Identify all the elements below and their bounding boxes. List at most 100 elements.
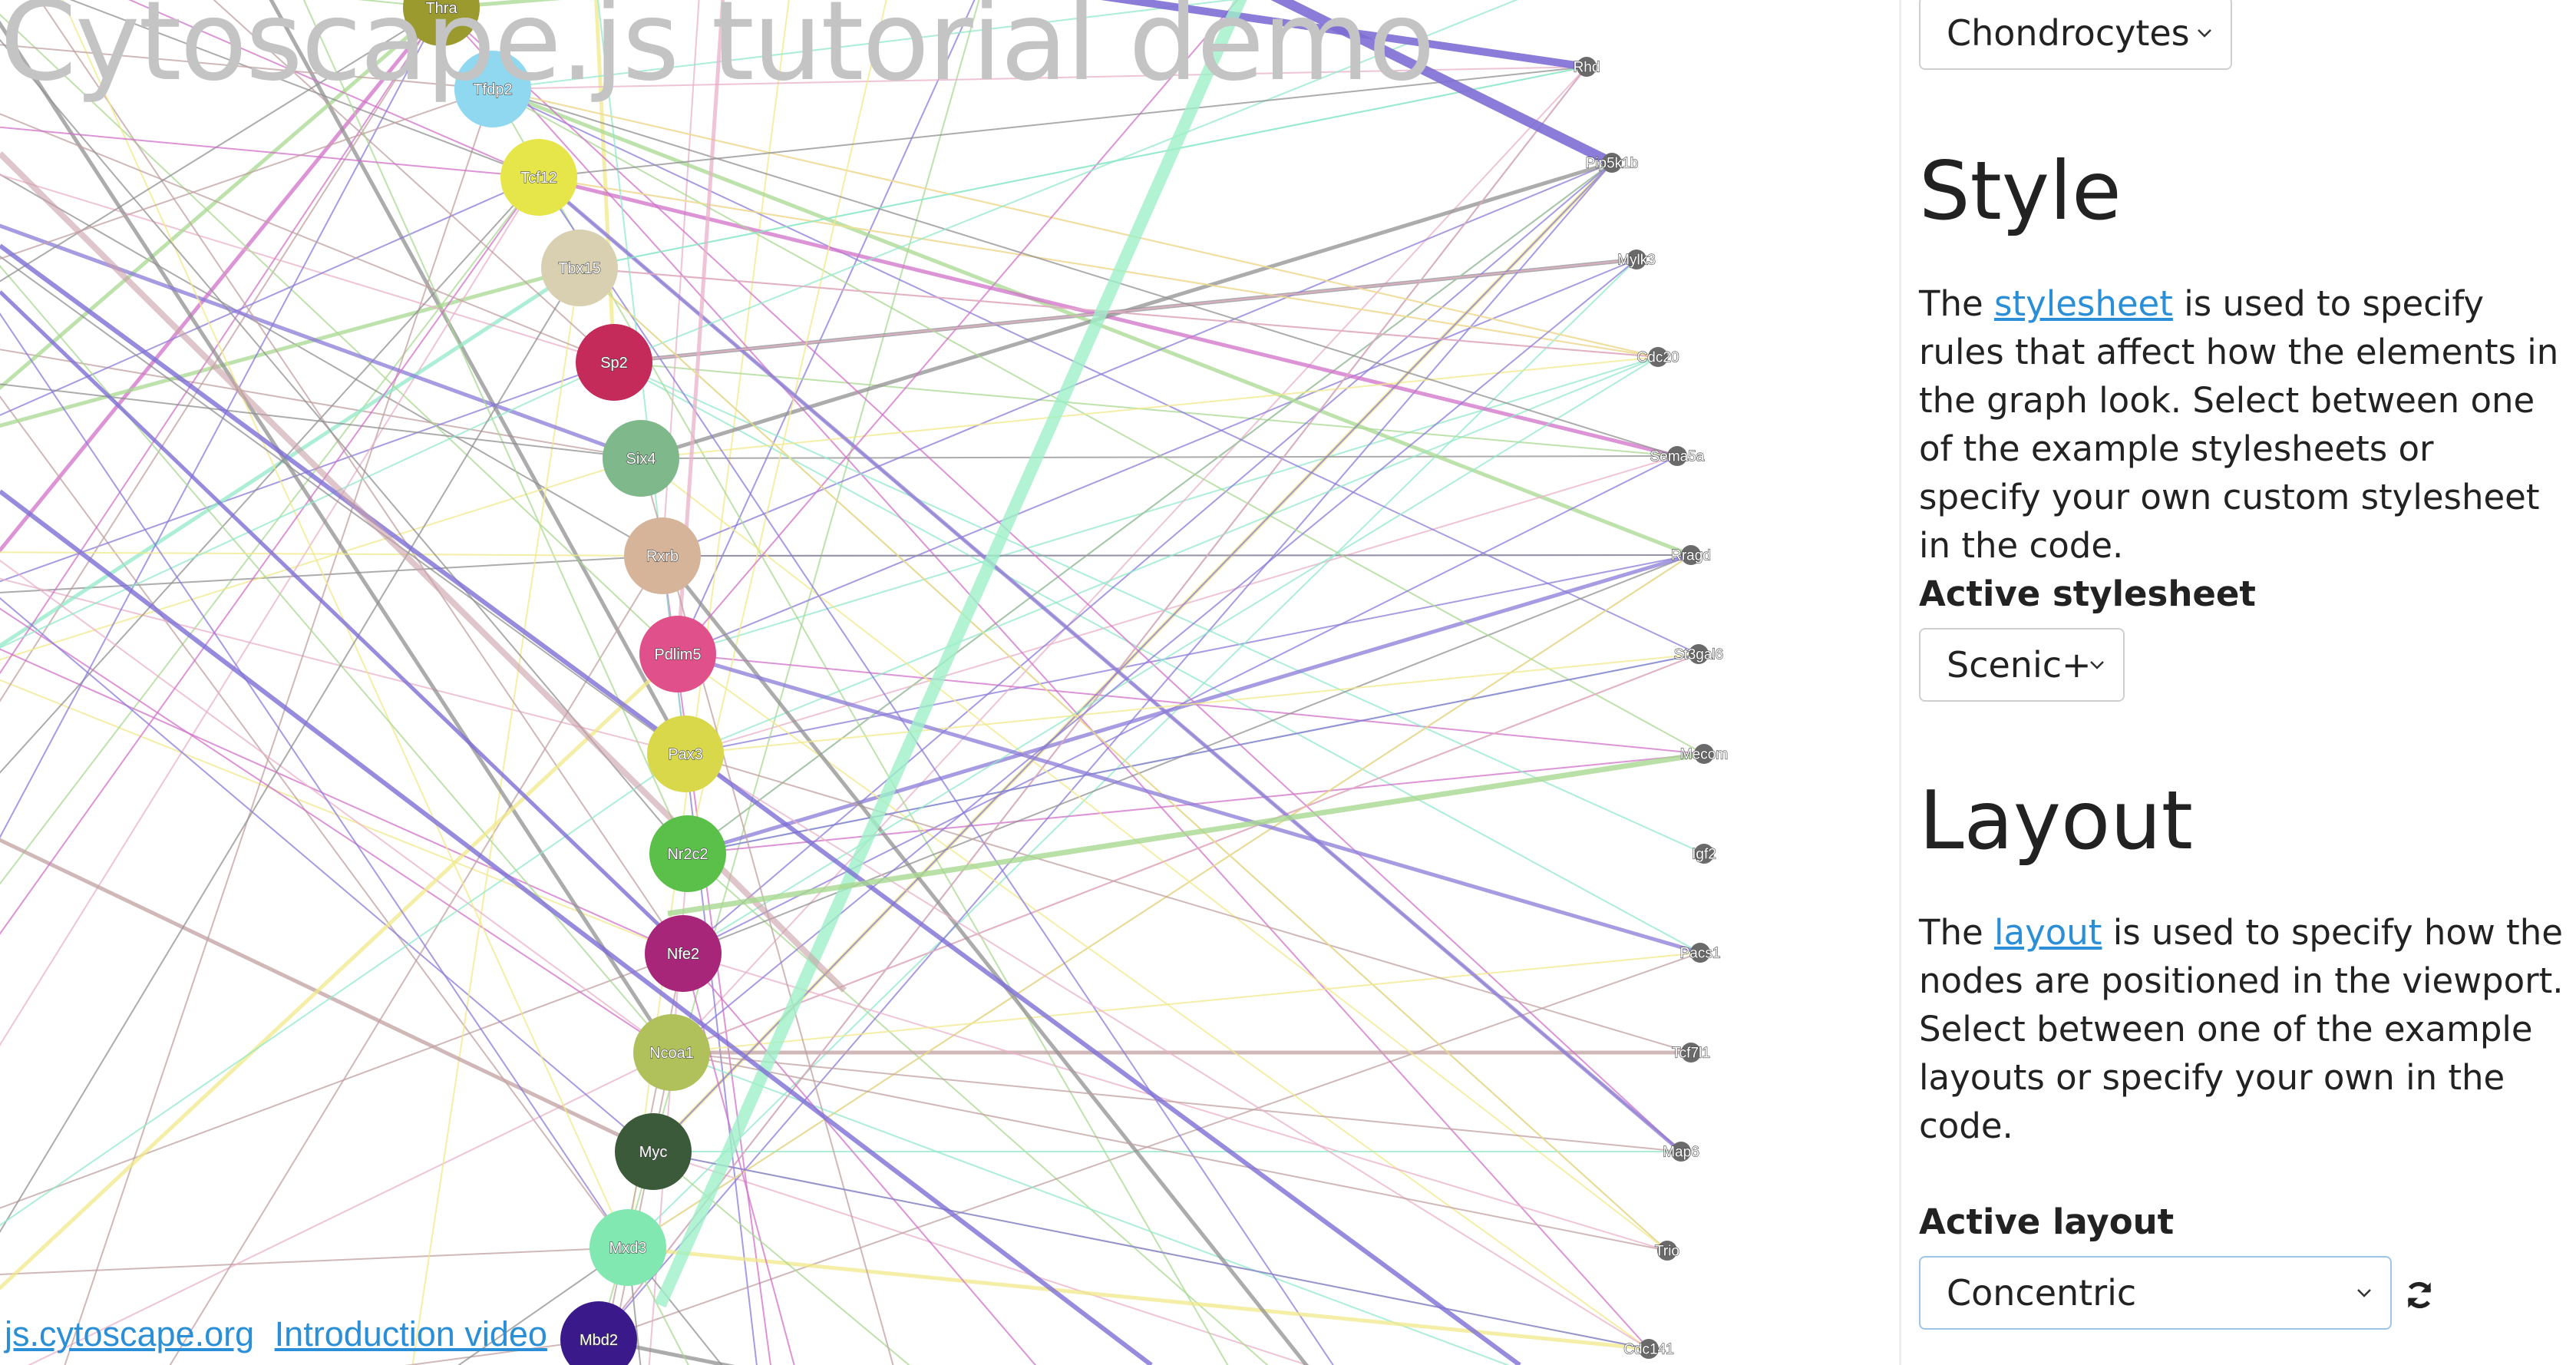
edge	[0, 6, 443, 554]
edge	[0, 383, 642, 459]
gene-node-label: Mxd3	[609, 1240, 647, 1257]
edge	[492, 66, 1587, 90]
edge	[671, 952, 1701, 1053]
edge	[579, 267, 1659, 358]
gene-node[interactable]	[647, 716, 724, 792]
edge	[441, 7, 1650, 1350]
footer-links: js.cytoscape.org Introduction video	[5, 1314, 558, 1354]
active-layout-label: Active layout	[1919, 1201, 2175, 1242]
edge	[579, 267, 1668, 1251]
style-text-after: is used to specify rules that affect how…	[1919, 283, 2559, 566]
gene-node[interactable]	[541, 230, 618, 306]
edge	[613, 362, 1701, 954]
edge	[0, 362, 615, 583]
dataset-select-value: Chondrocytes	[1947, 12, 2190, 54]
gene-node-label: Nfe2	[667, 946, 699, 963]
stylesheet-select[interactable]: Scenic+	[1919, 628, 2125, 702]
network-graph[interactable]: Thra Tfdp2 Tcf12 Tbx15 Sp2 Six4 Rxrb Pdlim5 Pax3…	[0, 0, 1897, 1365]
edge	[492, 0, 1237, 90]
edge	[677, 653, 1650, 1350]
gene-node[interactable]	[603, 420, 679, 497]
edge	[652, 1151, 1650, 1350]
edge	[685, 753, 1650, 1350]
gene-node-label: Myc	[639, 1144, 668, 1161]
dataset-select[interactable]: Chondrocytes	[1919, 0, 2232, 70]
edge	[652, 1151, 910, 1365]
gene-node[interactable]	[1694, 844, 1714, 864]
gene-node[interactable]	[1602, 153, 1622, 173]
edge	[682, 953, 795, 1365]
gene-node[interactable]	[1689, 644, 1709, 664]
gene-node[interactable]	[590, 1209, 666, 1286]
edge	[682, 356, 1659, 954]
edge	[127, 0, 540, 178]
gene-node-label: Nr2c2	[667, 846, 708, 863]
edge	[0, 679, 684, 954]
stylesheet-select-value: Scenic+	[1947, 644, 2092, 686]
gene-node[interactable]	[454, 51, 531, 127]
gene-node[interactable]	[1627, 250, 1646, 269]
refresh-icon[interactable]	[2403, 1278, 2436, 1312]
edge	[0, 177, 540, 935]
edge	[0, 266, 580, 428]
edge	[687, 853, 1269, 1365]
gene-node-label: Sema5a	[1650, 449, 1705, 465]
edge	[640, 455, 1678, 459]
gene-node[interactable]	[633, 1014, 710, 1091]
cytoscape-site-link[interactable]: js.cytoscape.org	[5, 1314, 255, 1353]
gene-node[interactable]	[1694, 744, 1714, 764]
edge	[671, 1052, 1510, 1365]
gene-node-label: Tcf7l1	[1672, 1046, 1710, 1062]
gene-node[interactable]	[1681, 1043, 1701, 1063]
gene-node[interactable]	[645, 915, 722, 992]
gene-node[interactable]	[1639, 1339, 1659, 1359]
edge	[0, 243, 1521, 1365]
edge	[38, 0, 684, 954]
gene-node[interactable]	[500, 139, 577, 216]
edge	[0, 458, 642, 661]
edge	[0, 607, 672, 1053]
gene-node[interactable]	[1667, 446, 1687, 466]
layout-link[interactable]: layout	[1994, 912, 2102, 953]
gene-node[interactable]	[560, 1301, 637, 1365]
edge	[671, 66, 1587, 1053]
edge	[0, 113, 615, 363]
gene-node[interactable]	[576, 324, 652, 401]
gene-node-label: Rxrb	[646, 548, 679, 565]
edge	[662, 554, 1692, 557]
gene-node-label: Cdc141	[1623, 1342, 1674, 1358]
edge	[457, 1247, 629, 1365]
edge	[685, 356, 1659, 755]
edges-layer	[0, 0, 1705, 1365]
gene-node[interactable]	[624, 517, 701, 594]
gene-node[interactable]	[615, 1113, 692, 1190]
edge	[27, 1052, 672, 1365]
edge	[579, 66, 1587, 269]
layout-select-value: Concentric	[1947, 1272, 2137, 1314]
gene-node-label: Igf2	[1692, 847, 1716, 863]
gene-node[interactable]	[403, 0, 480, 46]
edge	[441, 0, 562, 10]
edge	[537, 176, 1683, 1153]
edge	[682, 554, 1692, 954]
gene-node[interactable]	[1657, 1241, 1677, 1261]
gene-node[interactable]	[649, 815, 726, 892]
edge	[652, 162, 1613, 1152]
gene-node[interactable]	[1577, 57, 1597, 77]
edge	[677, 652, 1701, 955]
gene-node[interactable]	[1690, 943, 1710, 963]
edge	[671, 1052, 1682, 1152]
gene-node-label: Tcf12	[520, 170, 557, 187]
layout-select[interactable]: Concentric	[1919, 1256, 2392, 1330]
intro-video-link[interactable]: Introduction video	[274, 1314, 547, 1353]
graph-canvas[interactable]: Thra Tfdp2 Tcf12 Tbx15 Sp2 Six4 Rxrb Pdlim5 Pax3…	[0, 0, 1897, 1365]
gene-node-label: Rragd	[1671, 548, 1711, 564]
edge	[677, 0, 976, 655]
gene-node[interactable]	[1648, 347, 1668, 367]
edge	[598, 0, 980, 1340]
gene-node[interactable]	[639, 616, 716, 692]
stylesheet-link[interactable]: stylesheet	[1994, 283, 2173, 324]
gene-node[interactable]	[1671, 1142, 1691, 1162]
edge	[677, 0, 1239, 655]
gene-node[interactable]	[1681, 545, 1701, 565]
